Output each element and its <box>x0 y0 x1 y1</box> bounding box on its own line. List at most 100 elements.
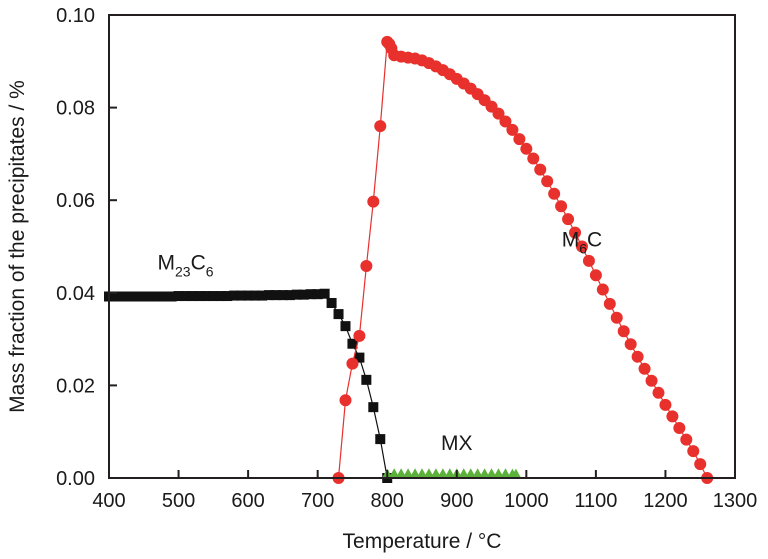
data-point-m23c6 <box>291 289 302 300</box>
data-point-m6c <box>596 283 609 296</box>
data-point-m6c <box>555 200 568 213</box>
data-point-m6c <box>603 297 616 310</box>
data-point-m6c <box>666 410 679 423</box>
data-point-m23c6 <box>312 289 323 300</box>
data-point-mx <box>444 468 455 478</box>
data-point-m23c6 <box>166 291 177 302</box>
data-point-m23c6 <box>222 291 233 302</box>
x-tick-label: 600 <box>231 490 264 512</box>
data-point-m23c6 <box>152 291 163 302</box>
x-tick-label: 500 <box>162 490 195 512</box>
series-m23c6 <box>104 288 393 483</box>
data-point-m23c6 <box>201 291 212 302</box>
data-point-mx <box>486 468 497 478</box>
data-point-m6c <box>694 458 707 471</box>
data-point-m6c <box>520 142 533 155</box>
series-label-m6c: M6C <box>562 229 602 257</box>
y-tick-label: 0.04 <box>56 283 95 305</box>
data-point-m23c6 <box>354 352 365 363</box>
y-tick-label: 0.00 <box>56 468 95 490</box>
data-point-m23c6 <box>361 374 372 385</box>
data-point-m23c6 <box>305 289 316 300</box>
data-point-m6c <box>631 350 644 363</box>
data-point-m23c6 <box>124 291 135 302</box>
y-tick-label: 0.06 <box>56 190 95 212</box>
data-point-m23c6 <box>326 297 337 308</box>
data-point-m6c <box>374 120 387 133</box>
data-point-m6c <box>367 195 380 208</box>
data-point-m23c6 <box>340 321 351 332</box>
data-point-m23c6 <box>319 288 330 299</box>
data-point-m23c6 <box>159 291 170 302</box>
data-point-m6c <box>589 269 602 282</box>
series-layer <box>104 35 714 484</box>
data-point-m23c6 <box>173 291 184 302</box>
data-point-mx <box>510 468 521 478</box>
series-label-m23c6: M23C6 <box>157 252 213 280</box>
data-point-m23c6 <box>347 338 358 349</box>
data-point-mx <box>465 468 476 478</box>
data-point-m6c <box>360 259 373 272</box>
data-point-mx <box>396 468 407 478</box>
data-point-m23c6 <box>208 291 219 302</box>
x-tick-label: 1100 <box>574 490 617 512</box>
data-point-m6c <box>534 163 547 176</box>
data-point-mx <box>423 468 434 478</box>
data-point-mx <box>430 468 441 478</box>
y-axis-ticks: 0.00 0.02 0.04 0.06 0.08 0.10 <box>56 5 117 490</box>
data-point-m6c <box>339 394 352 407</box>
x-tick-label: 1300 <box>713 490 758 512</box>
data-point-m6c <box>353 329 366 342</box>
data-point-m23c6 <box>145 291 156 302</box>
data-point-m6c <box>575 240 588 253</box>
data-point-m6c <box>513 133 526 146</box>
data-point-m23c6 <box>333 309 344 320</box>
data-point-m23c6 <box>138 291 149 302</box>
data-point-m23c6 <box>277 290 288 301</box>
y-tick-label: 0.10 <box>56 5 95 27</box>
data-point-mx <box>472 468 483 478</box>
x-tick-label: 400 <box>92 490 125 512</box>
data-point-m6c <box>659 398 672 411</box>
data-point-m23c6 <box>375 434 386 445</box>
data-point-m6c <box>687 445 700 458</box>
data-point-m23c6 <box>110 291 121 302</box>
data-point-m6c <box>638 362 651 375</box>
data-point-mx <box>500 468 511 478</box>
data-point-m23c6 <box>194 291 205 302</box>
series-label-mx: MX <box>441 432 473 455</box>
x-tick-label: 700 <box>301 490 334 512</box>
x-tick-label: 900 <box>440 490 473 512</box>
series-m6c <box>332 35 714 484</box>
data-point-m23c6 <box>187 291 198 302</box>
data-point-m6c <box>346 357 359 370</box>
data-point-m6c <box>617 325 630 338</box>
data-point-mx <box>410 468 421 478</box>
data-point-m23c6 <box>180 291 191 302</box>
data-point-mx <box>493 468 504 478</box>
data-point-m6c <box>541 175 554 188</box>
plot-frame <box>108 14 736 479</box>
data-point-m23c6 <box>117 291 128 302</box>
data-point-m6c <box>499 115 512 128</box>
x-tick-label: 1000 <box>504 490 549 512</box>
data-point-m6c <box>492 107 505 120</box>
data-point-m23c6 <box>229 290 240 301</box>
data-point-m23c6 <box>298 289 309 300</box>
data-point-m6c <box>624 338 637 351</box>
data-point-m6c <box>582 254 595 267</box>
data-point-m6c <box>562 213 575 226</box>
data-point-mx <box>458 468 469 478</box>
data-point-m23c6 <box>131 291 142 302</box>
data-point-m6c <box>645 374 658 387</box>
data-point-m23c6 <box>250 290 261 301</box>
annotations: M23C6 M6C MX <box>157 229 602 456</box>
data-point-m6c <box>527 152 540 165</box>
data-point-m23c6 <box>270 290 281 301</box>
data-point-m6c <box>548 187 561 200</box>
data-point-m23c6 <box>215 291 226 302</box>
data-point-mx <box>437 468 448 478</box>
data-point-m6c <box>673 421 686 434</box>
x-axis-ticks: 400 500 600 700 800 900 1000 1100 1200 1300 <box>92 470 757 512</box>
